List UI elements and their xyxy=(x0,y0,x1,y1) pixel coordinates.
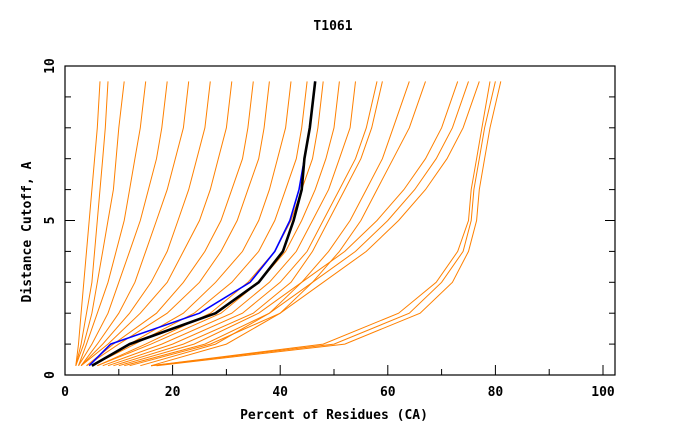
model-curve xyxy=(80,81,211,367)
curves xyxy=(75,81,502,367)
y-tick-label: 0 xyxy=(43,371,58,379)
model-curve xyxy=(80,81,233,367)
x-tick-labels: 0 20 40 60 80 100 xyxy=(61,385,615,400)
model-curve xyxy=(75,81,109,366)
model-curve xyxy=(86,81,270,367)
model-curve xyxy=(78,81,168,366)
model-curve xyxy=(140,81,410,367)
model-curve xyxy=(91,81,308,367)
model-curve xyxy=(156,81,502,367)
y-tick-label: 5 xyxy=(43,217,58,225)
y-axis-label: Distance Cutoff, A xyxy=(20,161,35,302)
ticks xyxy=(64,65,615,376)
model-curve xyxy=(118,81,459,367)
model-curve xyxy=(102,81,356,367)
model-curve xyxy=(78,81,147,366)
x-tick-label: 40 xyxy=(272,385,288,400)
chart-title: T1061 xyxy=(313,19,352,34)
model-curve xyxy=(113,81,383,367)
x-tick-label: 0 xyxy=(61,385,69,400)
model-curve xyxy=(80,81,190,367)
x-tick-label: 100 xyxy=(591,385,615,400)
model-curve xyxy=(151,81,496,367)
x-axis-label: Percent of Residues (CA) xyxy=(240,408,428,423)
model-curve xyxy=(86,81,254,367)
black-curve xyxy=(91,81,317,367)
x-tick-label: 80 xyxy=(488,385,504,400)
model-curve xyxy=(107,81,378,367)
model-curve xyxy=(124,81,469,367)
plot-frame xyxy=(64,65,616,376)
x-tick-label: 20 xyxy=(165,385,181,400)
y-tick-labels: 0 5 10 xyxy=(43,58,58,379)
x-tick-label: 60 xyxy=(380,385,396,400)
model-curve xyxy=(75,81,101,366)
model-curve xyxy=(97,81,340,367)
y-tick-label: 10 xyxy=(43,58,58,74)
model-curve xyxy=(150,81,426,367)
model-curve xyxy=(75,81,125,366)
model-curve xyxy=(129,81,480,367)
model-curve xyxy=(151,81,491,367)
